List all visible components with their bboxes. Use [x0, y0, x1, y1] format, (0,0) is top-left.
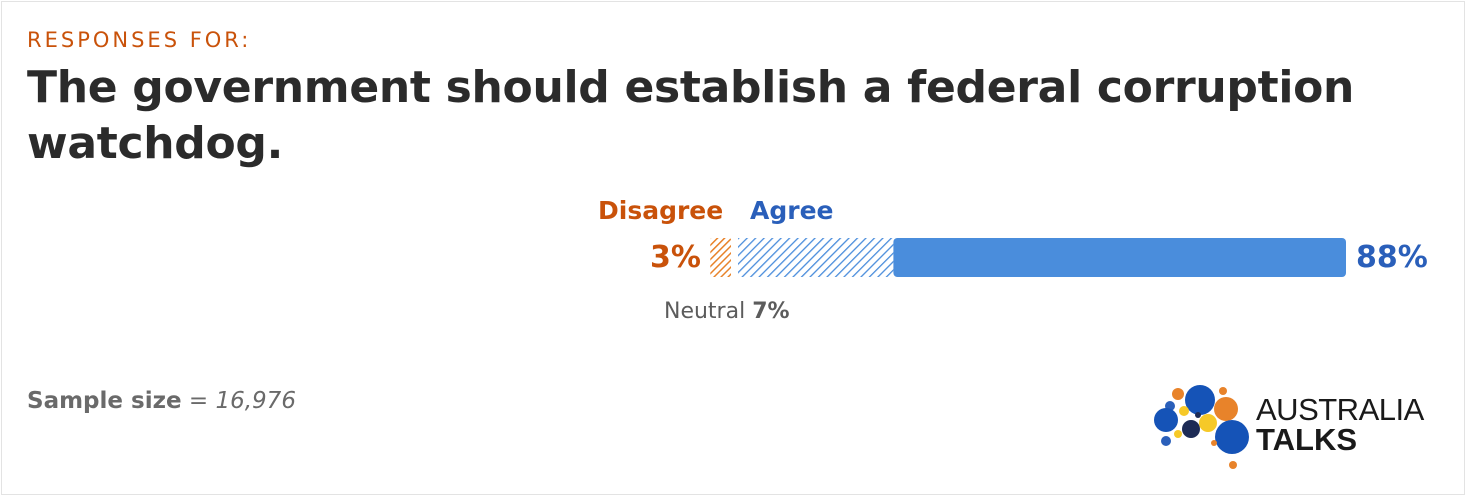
- kicker: RESPONSES FOR:: [27, 28, 252, 52]
- brand-line-1: AUSTRALIA: [1256, 392, 1424, 427]
- australia-talks-wordmark: AUSTRALIA TALKS: [1256, 392, 1424, 457]
- sample-size-value: = 16,976: [188, 388, 296, 414]
- neutral-value-label: 7%: [752, 299, 790, 324]
- bar-agree: [893, 238, 1346, 277]
- bar-disagree: [710, 238, 731, 277]
- agree-label: Agree: [750, 196, 834, 225]
- bar-neutral: [738, 238, 894, 277]
- neutral-annotation: Neutral 7%: [664, 299, 790, 324]
- australia-talks-logo-icon: [1154, 385, 1249, 469]
- sample-size-label: Sample size: [27, 388, 182, 414]
- sample-size: Sample size = 16,976: [27, 388, 296, 414]
- neutral-label: Neutral: [664, 299, 746, 324]
- agree-value-label: 88%: [1356, 240, 1428, 275]
- disagree-label: Disagree: [598, 196, 724, 225]
- chart-title: The government should establish a federa…: [27, 62, 1355, 169]
- disagree-value-label: 3%: [650, 240, 701, 275]
- brand-line-2: TALKS: [1256, 422, 1358, 457]
